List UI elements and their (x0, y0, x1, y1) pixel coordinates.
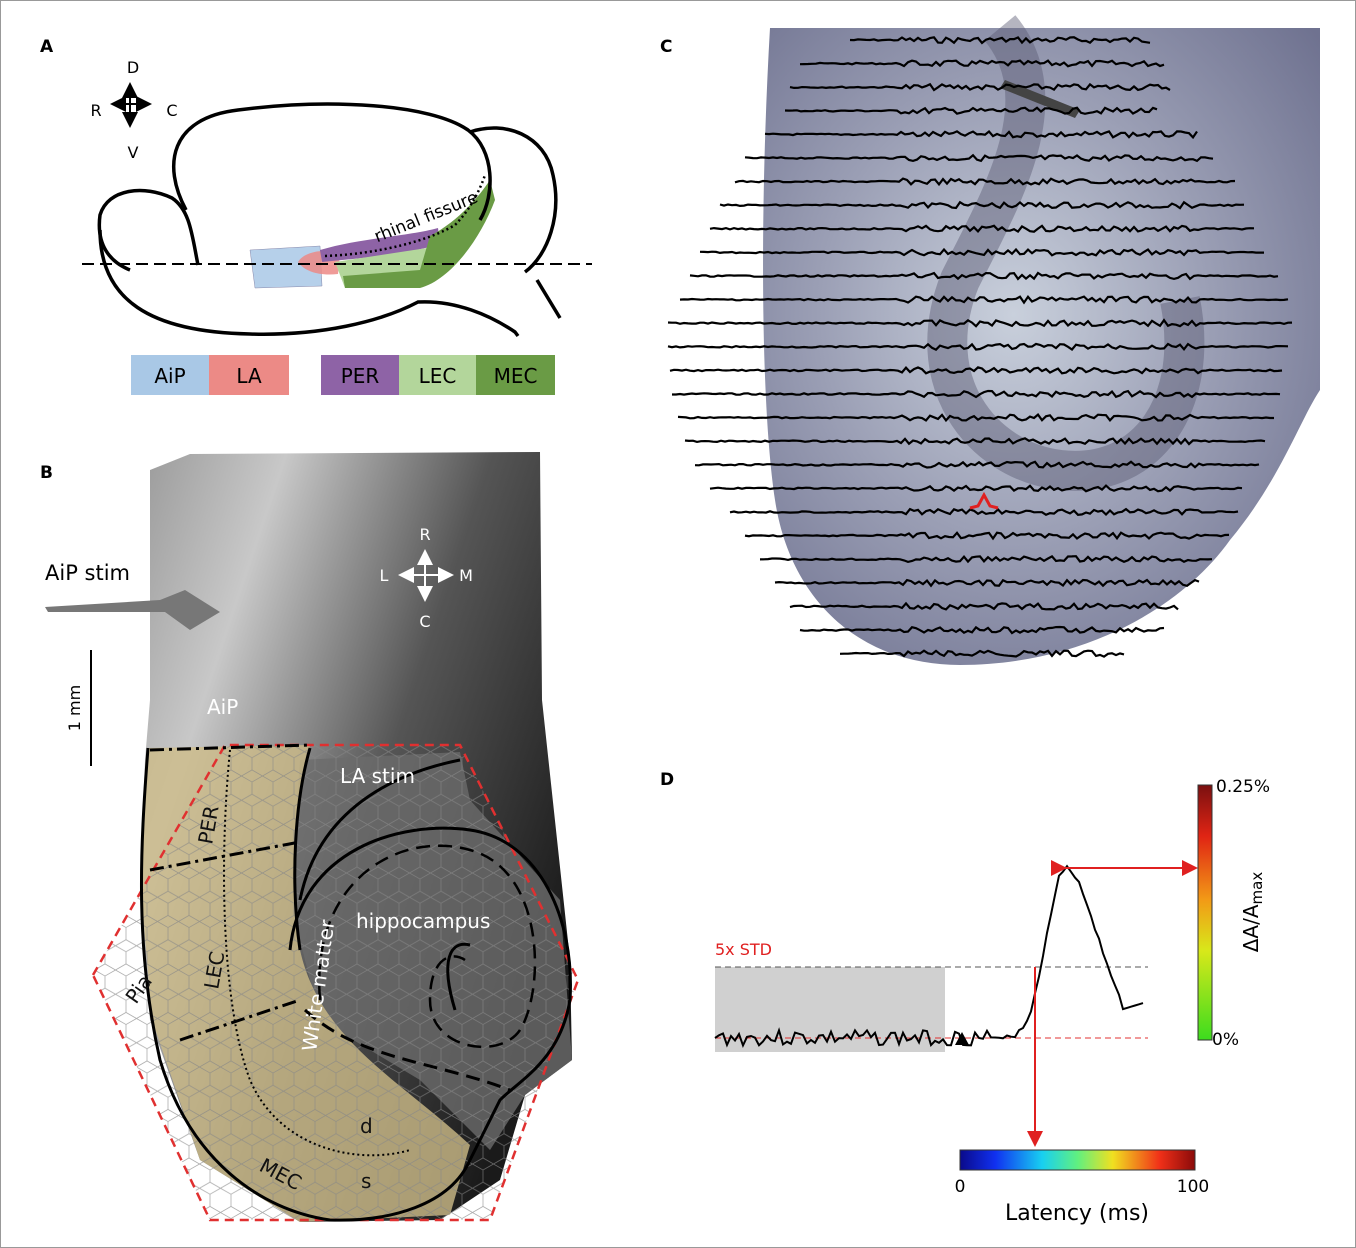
legend-label: LEC (419, 364, 457, 388)
colorbar-label: 0% (1212, 1030, 1239, 1050)
scale-label: 1 mm (65, 685, 84, 731)
compass-label: R (419, 525, 430, 544)
compass-label: D (127, 58, 139, 77)
compass-label: M (459, 566, 473, 585)
panel-label: C (660, 37, 672, 57)
region-label: d (360, 1114, 373, 1138)
legend-label: PER (341, 364, 380, 388)
panel-label: B (40, 463, 53, 483)
axis-label: Latency (ms) (1005, 1201, 1149, 1226)
compass-label: C (166, 101, 177, 120)
amplitude-colorbar (1198, 785, 1212, 1040)
panel-label: A (40, 37, 54, 57)
latency-colorbar (960, 1150, 1195, 1170)
threshold-label: 5x STD (715, 940, 772, 959)
body: A D V R C rhinal fissure AiPLAPERLECMEC … (0, 0, 1356, 1248)
legend-label: MEC (494, 364, 538, 388)
region-label: hippocampus (356, 909, 490, 933)
compass-label: C (419, 612, 430, 631)
region-label: s (361, 1169, 371, 1193)
panel-label: D (660, 770, 674, 790)
axis-label-main: ΔA/A (1239, 904, 1263, 952)
legend-label: LA (236, 364, 262, 388)
colorbar-label: 0 (955, 1177, 966, 1197)
compass-label: R (90, 101, 101, 120)
figure: A D V R C rhinal fissure AiPLAPERLECMEC … (0, 0, 1356, 1248)
stim-label: AiP stim (45, 561, 130, 585)
colorbar-label: 0.25% (1216, 777, 1270, 797)
page: Figure {"panels": { "A": {"label": "A", … (0, 0, 1356, 1248)
compass-label: V (128, 143, 139, 162)
region-label: LA stim (340, 764, 415, 788)
legend-label: AiP (154, 364, 185, 388)
axis-label-sub: max (1248, 872, 1266, 905)
region-label: AiP (207, 695, 238, 719)
colorbar-label: 100 (1177, 1177, 1209, 1197)
legend: AiP LA PER LEC MEC (131, 355, 555, 395)
compass-label: L (380, 566, 389, 585)
